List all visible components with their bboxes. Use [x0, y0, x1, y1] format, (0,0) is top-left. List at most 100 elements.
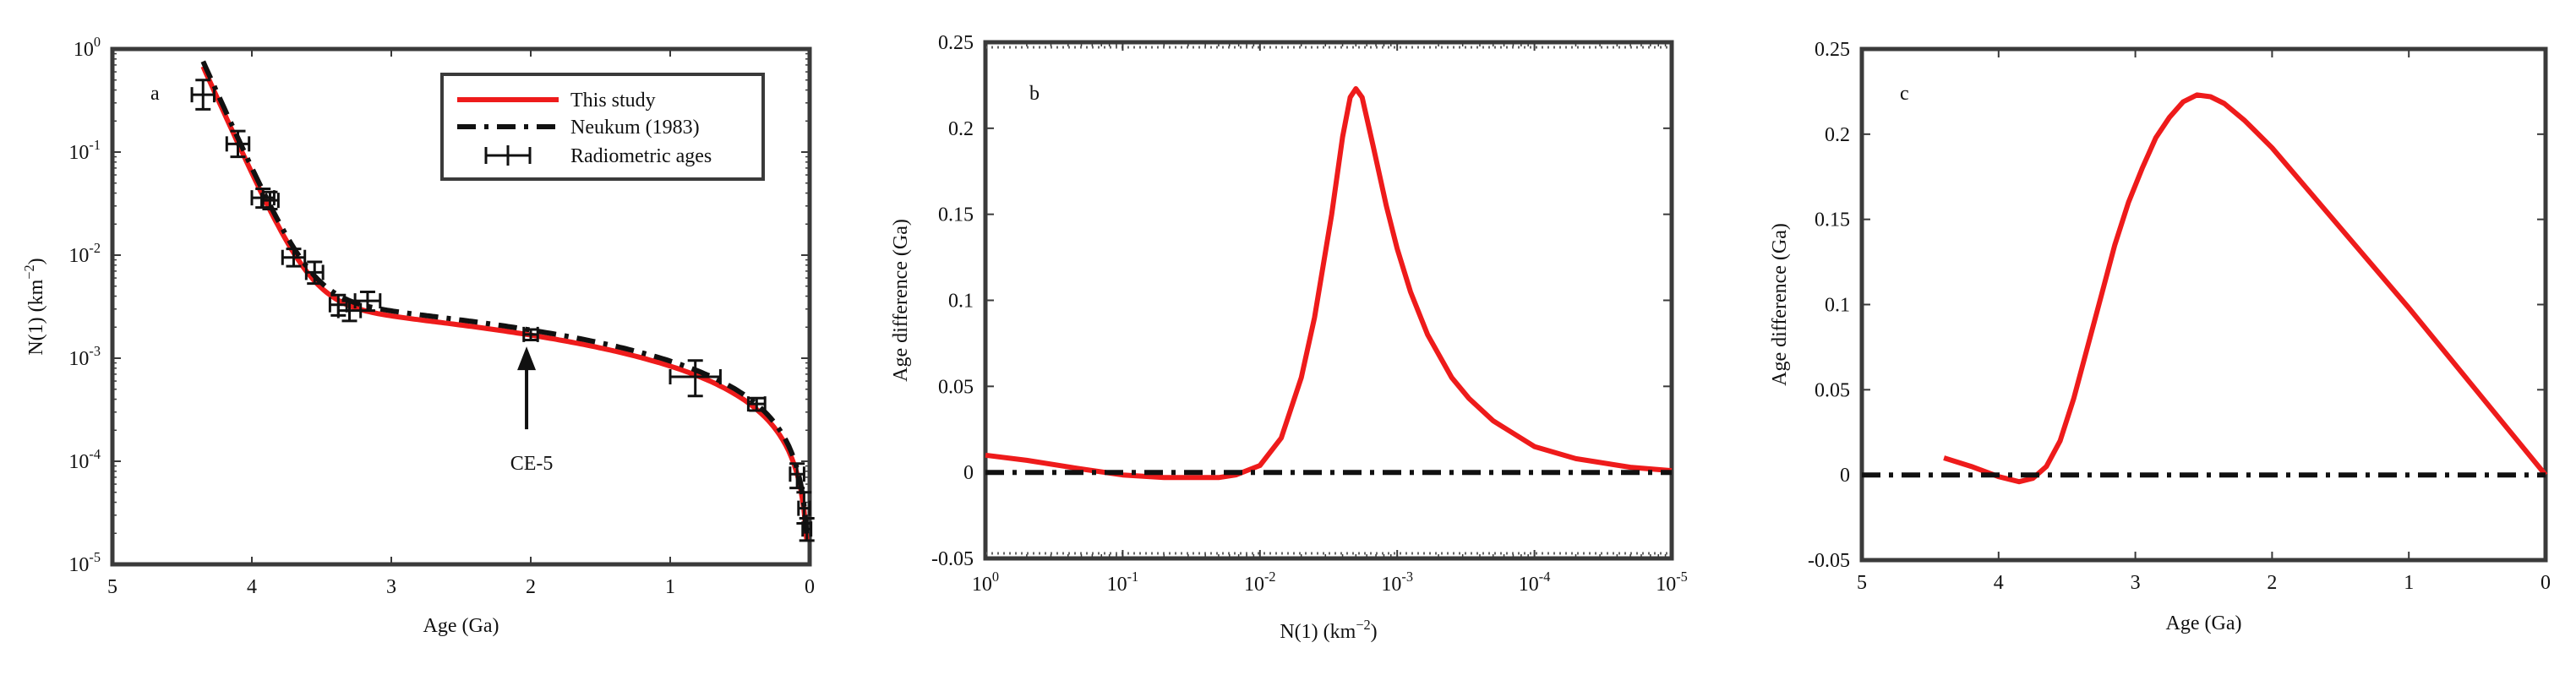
panel-b-x-tick-label-exp: -4	[1539, 569, 1551, 585]
panel-a-y-tick-label-base: 10	[74, 39, 94, 61]
panel-c-x-tick-label: 2	[2267, 572, 2277, 594]
panel-b-x-tick-label: 10-5	[1656, 569, 1688, 596]
panel-a-radiometric-point	[353, 290, 382, 313]
panel-a-y-tick-label-base: 10	[68, 245, 89, 267]
panel-c-letter: c	[1900, 83, 1909, 105]
panel-b-x-tick-label-base: 10	[1244, 574, 1264, 596]
panel-b-y-axis-label: Age difference (Ga)	[890, 219, 912, 382]
panel-a-y-tick-label: 10-1	[68, 137, 101, 164]
panel-a-radiometric-point	[225, 129, 251, 159]
panel-b-x-tick-label-exp: -2	[1264, 569, 1276, 585]
panel-a-radiometric-point	[304, 260, 325, 286]
panel-c-y-tick-label: 0.05	[1815, 379, 1850, 401]
panel-a-x-tick-label: 5	[107, 576, 117, 598]
panel-a-legend-swatch-radiometric	[484, 145, 532, 166]
panel-a-series-neukum	[200, 60, 810, 536]
panel-a-y-tick-label-base: 10	[68, 451, 89, 473]
panel-b-y-tick-label: -0.05	[931, 548, 974, 570]
panel-c-y-tick-label: 0	[1840, 465, 1850, 487]
panel-a-y-axis-label-base: N(1) (km	[25, 279, 47, 355]
panel-a-legend-entry: This study	[570, 90, 656, 112]
panel-b-x-tick-label: 100	[972, 569, 999, 596]
panel-b-x-tick-label: 10-1	[1107, 569, 1139, 596]
panel-a-y-axis-label-close: )	[25, 258, 47, 264]
panel-b-x-tick-label: 10-2	[1244, 569, 1276, 596]
panel-b-letter: b	[1029, 83, 1040, 105]
panel-b: 100 10-1 10-2 10-3 10-4 10-5-0.0500.050.10.15…	[890, 32, 1688, 643]
panel-b-y-tick-label: 0.2	[948, 118, 974, 140]
panel-c-y-tick-label: 0.1	[1825, 295, 1850, 317]
panel-b-x-tick-label-exp: -3	[1401, 569, 1413, 585]
panel-a-series-this-study	[200, 65, 810, 542]
panel-b-y-tick-label: 0	[963, 462, 974, 484]
panel-a-legend-box	[440, 73, 765, 181]
panel-c-y-tick-label: 0.15	[1815, 210, 1850, 231]
panel-a-x-tick-label: 1	[665, 576, 675, 598]
panel-b-x-tick-label-base: 10	[972, 574, 992, 596]
panel-a-y-tick-label: 10-3	[68, 343, 101, 370]
panel-b-x-tick-label-exp: 0	[992, 569, 999, 585]
panel-a-radiometric-point	[789, 462, 805, 490]
panel-b-y-tick-label: 0.05	[938, 376, 974, 398]
panel-c-y-tick-label: 0.2	[1825, 124, 1850, 146]
panel-a-y-tick-label-exp: -4	[89, 446, 101, 462]
panel-a-y-tick-label-exp: -1	[89, 137, 101, 153]
panel-b-y-tick-label: 0.25	[938, 32, 974, 54]
panel-c-series-this-study	[1943, 92, 2548, 485]
panel-a-y-tick-label-base: 10	[68, 554, 89, 576]
panel-c-y-axis-label: Age difference (Ga)	[1769, 223, 1791, 386]
panel-a-radiometric-point	[669, 359, 722, 398]
panel-a-x-tick-label: 3	[386, 576, 396, 598]
panel-a-y-tick-label-exp: 0	[94, 34, 101, 50]
panel-a-letter: a	[150, 83, 160, 105]
panel-c-y-tick-label: -0.05	[1808, 550, 1850, 572]
panel-a-y-tick-label-exp: -5	[89, 549, 101, 565]
panel-a-radiometric-point	[190, 79, 216, 111]
panel-a-legend-entry: Radiometric ages	[570, 145, 712, 167]
panel-b-x-tick-label-base: 10	[1519, 574, 1539, 596]
panel-b-x-tick-label-exp: -5	[1676, 569, 1688, 585]
panel-a-radiometric-point	[522, 326, 539, 342]
panel-c-x-axis-label: Age (Ga)	[2166, 612, 2242, 634]
panel-a-y-tick-label-exp: -2	[89, 240, 101, 256]
panel-b-x-tick-label: 10-4	[1519, 569, 1551, 596]
panel-c-x-tick-label: 5	[1857, 572, 1867, 594]
panel-a-y-tick-label-exp: -3	[89, 343, 101, 359]
panel-a-x-tick-label: 0	[805, 576, 815, 598]
panel-a-y-tick-label-base: 10	[68, 142, 89, 164]
panel-a-radiometric-point	[260, 190, 280, 210]
panel-a-radiometric-point	[796, 491, 812, 525]
panel-a-y-axis-label-sup: −2	[21, 264, 37, 279]
panel-c-y-tick-label: 0.25	[1815, 39, 1850, 61]
panel-a-radiometric-point	[281, 248, 307, 268]
panel-b-x-tick-label-base: 10	[1656, 574, 1676, 596]
panel-b-x-tick-label-exp: -1	[1127, 569, 1139, 585]
panel-a-y-tick-label-base: 10	[68, 348, 89, 370]
panel-b-x-tick-label-base: 10	[1381, 574, 1401, 596]
panel-a-radiometric-point	[799, 516, 815, 542]
panel-a-annotation-label: CE-5	[510, 453, 554, 475]
panel-a-y-tick-label: 10-2	[68, 240, 101, 267]
panel-a-y-tick-label: 100	[74, 34, 101, 61]
panel-b-y-tick-label: 0.15	[938, 204, 974, 226]
panel-c-x-tick-label: 0	[2541, 572, 2551, 594]
panel-a-legend-entry: Neukum (1983)	[570, 117, 700, 139]
panel-b-x-axis-label-close: )	[1371, 621, 1378, 643]
panel-a-x-axis-label: Age (Ga)	[423, 615, 499, 637]
panel-b-x-tick-label: 10-3	[1381, 569, 1413, 596]
panel-b-y-tick-label: 0.1	[948, 291, 974, 313]
panel-c: 5 4 3 2 1 0 -0.05 0 0.05 0.1 0.15 0.2 0.25 Age (Ga) Ag…	[1769, 39, 2551, 634]
panel-a-y-tick-label: 10-4	[68, 446, 101, 473]
panel-c-axes-frame	[1859, 46, 2548, 563]
panel-b-x-tick-label-base: 10	[1107, 574, 1127, 596]
panel-c-x-tick-label: 4	[1994, 572, 2004, 594]
panel-a-x-tick-label: 4	[247, 576, 257, 598]
panel-a-annotation-arrowhead	[517, 346, 537, 371]
panel-c-x-tick-label: 1	[2404, 572, 2414, 594]
panel-a-y-tick-label: 10-5	[68, 549, 101, 576]
panel-c-x-tick-label: 3	[2131, 572, 2141, 594]
panel-a-x-tick-label: 2	[526, 576, 536, 598]
panel-b-x-axis-label: N(1) (km−2)	[1280, 617, 1377, 643]
